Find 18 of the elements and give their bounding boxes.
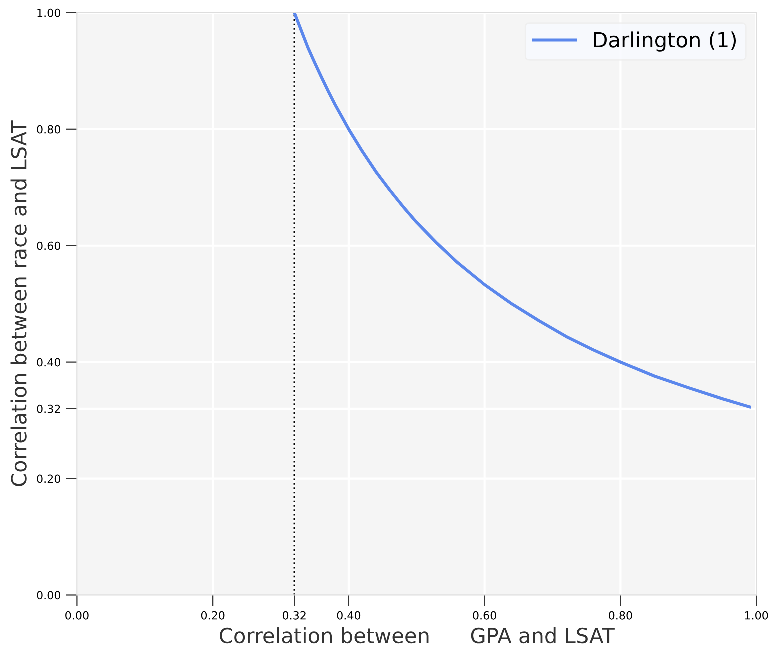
x-tick-label: 1.00 [745, 611, 768, 620]
y-tick-label: 0.20 [37, 474, 60, 484]
x-tick-label: 0.40 [337, 611, 361, 620]
y-tick-label: 0.60 [37, 242, 60, 250]
x-tick-label: 0.60 [473, 611, 496, 620]
y-axis-title: Correlation between race and LSAT [10, 120, 27, 486]
x-axis-title: Correlation between GPA and LSAT [220, 628, 615, 644]
x-tick-label: 0.20 [201, 611, 225, 620]
y-tick-label: 1.00 [38, 8, 60, 18]
y-tick-label: 0.00 [37, 591, 60, 600]
x-tick-label: 0.00 [66, 611, 89, 620]
x-tick-label: 0.80 [609, 611, 632, 620]
y-tick-label: 0.80 [37, 125, 60, 134]
x-tick-label: 0.32 [282, 611, 306, 620]
y-tick-label: 0.40 [37, 358, 60, 367]
line-series [293, 12, 752, 409]
y-tick-label: 0.32 [37, 404, 60, 414]
legend-label: Darlington (1) [594, 32, 736, 52]
